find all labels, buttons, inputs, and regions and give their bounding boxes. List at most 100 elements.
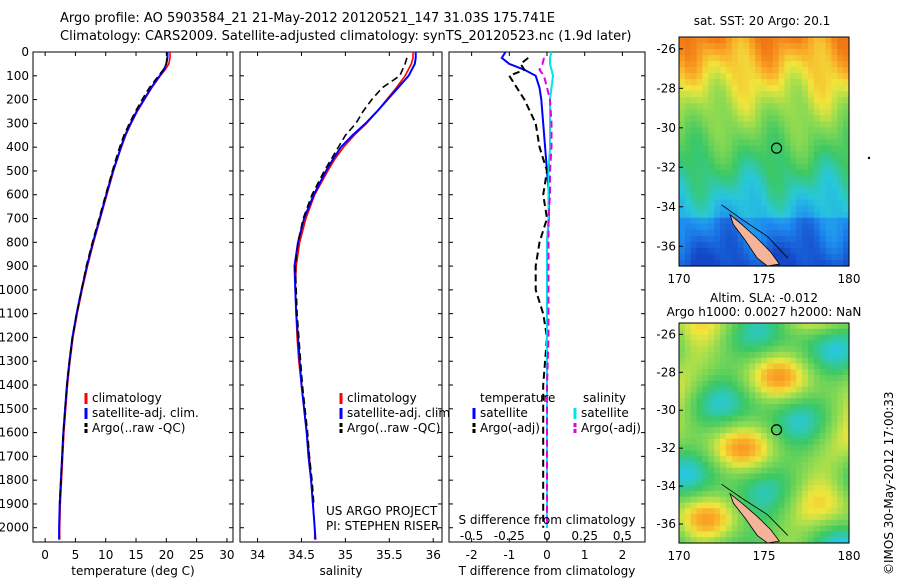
map-lon-tick-label: 175 <box>753 549 776 563</box>
legend-header: temperature <box>480 391 555 405</box>
depth-tick-label: 1300 <box>0 354 29 368</box>
panel-frame-2 <box>239 51 443 543</box>
difference-series-line <box>507 57 549 528</box>
x-tick-label: 25 <box>189 548 204 562</box>
depth-tick-label: 500 <box>6 164 29 178</box>
salinity-series-line <box>294 57 408 504</box>
map-lon-tick-label: 170 <box>668 272 691 286</box>
x-axis-label: temperature (deg C) <box>71 564 194 578</box>
depth-tick-label: 0 <box>21 45 29 59</box>
x-axis-label: T difference from climatology <box>458 564 636 578</box>
x-axis-label: salinity <box>319 564 362 578</box>
bathymetry-contour <box>721 204 789 259</box>
credit-line: US ARGO PROJECT <box>326 504 438 518</box>
float-position-marker <box>770 142 783 154</box>
map-lat-tick-label: -34 <box>656 479 676 493</box>
depth-tick-label: 1600 <box>0 426 29 440</box>
map-lat-tick-label: -30 <box>656 403 676 417</box>
map-lat-tick-label: -32 <box>656 441 676 455</box>
map-lat-tick-label: -26 <box>656 327 676 341</box>
legend-label: satellite <box>581 406 629 420</box>
depth-tick-label: 1100 <box>0 307 29 321</box>
map-lat-tick-label: -28 <box>656 81 676 95</box>
map-lat-tick-label: -32 <box>656 160 676 174</box>
salinity-diff-tick-label: 0.25 <box>571 529 598 543</box>
land-mass <box>729 492 781 544</box>
depth-tick-label: 400 <box>6 140 29 154</box>
depth-tick-label: 200 <box>6 93 29 107</box>
depth-tick-label: 100 <box>6 69 29 83</box>
top-axis-label: S difference from climatology <box>459 513 636 527</box>
legend-label: Argo(..raw -QC) <box>92 421 185 435</box>
x-tick-label: 10 <box>98 548 113 562</box>
footer-timestamp: ©IMOS 30-May-2012 17:00:33 <box>882 391 896 575</box>
x-tick-label: -2 <box>466 548 478 562</box>
x-tick-label: 15 <box>128 548 143 562</box>
legend-label: Argo(-adj) <box>581 421 641 435</box>
x-tick-label: 1 <box>581 548 589 562</box>
map-lon-tick-label: 170 <box>668 549 691 563</box>
land-mass <box>729 213 780 267</box>
map-lat-tick-label: -30 <box>656 121 676 135</box>
figure-title-line1: Argo profile: AO 5903584_21 21-May-2012 … <box>60 11 555 26</box>
map-lat-tick-label: -28 <box>656 365 676 379</box>
float-position-marker <box>770 424 783 436</box>
x-tick-label: 34.5 <box>288 548 315 562</box>
depth-tick-label: 2000 <box>0 521 29 535</box>
depth-tick-label: 1000 <box>0 283 29 297</box>
map2-title-line2: Argo h1000: 0.0027 h2000: NaN <box>667 305 862 319</box>
map-frame <box>678 36 850 267</box>
map-lon-tick-label: 175 <box>753 272 776 286</box>
salinity-series-line <box>293 52 417 540</box>
x-tick-label: 0 <box>543 548 551 562</box>
legend-label: climatology <box>347 391 417 405</box>
map-2-cells <box>679 323 850 544</box>
salinity-diff-tick-label: 0.5 <box>613 529 632 543</box>
depth-tick-label: 800 <box>6 235 29 249</box>
map-lat-tick-label: -26 <box>656 42 676 56</box>
depth-tick-label: 300 <box>6 116 29 130</box>
x-tick-label: 20 <box>159 548 174 562</box>
depth-tick-label: 900 <box>6 259 29 273</box>
depth-tick-label: 1200 <box>0 330 29 344</box>
legend-header: salinity <box>583 391 626 405</box>
x-tick-label: 2 <box>619 548 627 562</box>
credit-line: PI: STEPHEN RISER <box>326 519 439 533</box>
depth-tick-label: 1500 <box>0 402 29 416</box>
legend-label: satellite-adj. clim. <box>347 406 454 420</box>
salinity-diff-tick-label: -0.5 <box>460 529 483 543</box>
figure-title-line2: Climatology: CARS2009. Satellite-adjuste… <box>60 29 632 44</box>
temperature-series-line <box>58 57 168 504</box>
island-dot <box>867 156 871 160</box>
legend-label: satellite <box>480 406 528 420</box>
map1-title: sat. SST: 20 Argo: 20.1 <box>694 14 831 28</box>
map-lon-tick-label: 180 <box>838 549 861 563</box>
x-tick-label: 0 <box>41 548 49 562</box>
depth-tick-label: 1400 <box>0 378 29 392</box>
depth-tick-label: 1900 <box>0 497 29 511</box>
panel-frame-1 <box>32 51 234 543</box>
map-1-cells <box>679 37 850 267</box>
legend-label: Argo(..raw -QC) <box>347 421 440 435</box>
depth-tick-label: 600 <box>6 188 29 202</box>
legend-label: climatology <box>92 391 162 405</box>
salinity-diff-tick-label: -0.25 <box>494 529 525 543</box>
map-lat-tick-label: -34 <box>656 200 676 214</box>
legend-label: Argo(-adj) <box>480 421 540 435</box>
x-tick-label: 35 <box>338 548 353 562</box>
x-tick-label: 30 <box>219 548 234 562</box>
depth-tick-label: 700 <box>6 212 29 226</box>
x-tick-label: 36 <box>426 548 441 562</box>
map2-title-line1: Altim. SLA: -0.012 <box>710 291 818 305</box>
map-frame <box>678 322 850 544</box>
x-tick-label: -1 <box>503 548 515 562</box>
map-lat-tick-label: -36 <box>656 517 676 531</box>
x-tick-label: 35.5 <box>376 548 403 562</box>
difference-series-line <box>538 57 553 528</box>
salinity-diff-tick-label: 0 <box>543 529 551 543</box>
x-tick-label: 5 <box>72 548 80 562</box>
bathymetry-contour <box>721 483 789 536</box>
map-lat-tick-label: -36 <box>656 239 676 253</box>
map-lon-tick-label: 180 <box>838 272 861 286</box>
